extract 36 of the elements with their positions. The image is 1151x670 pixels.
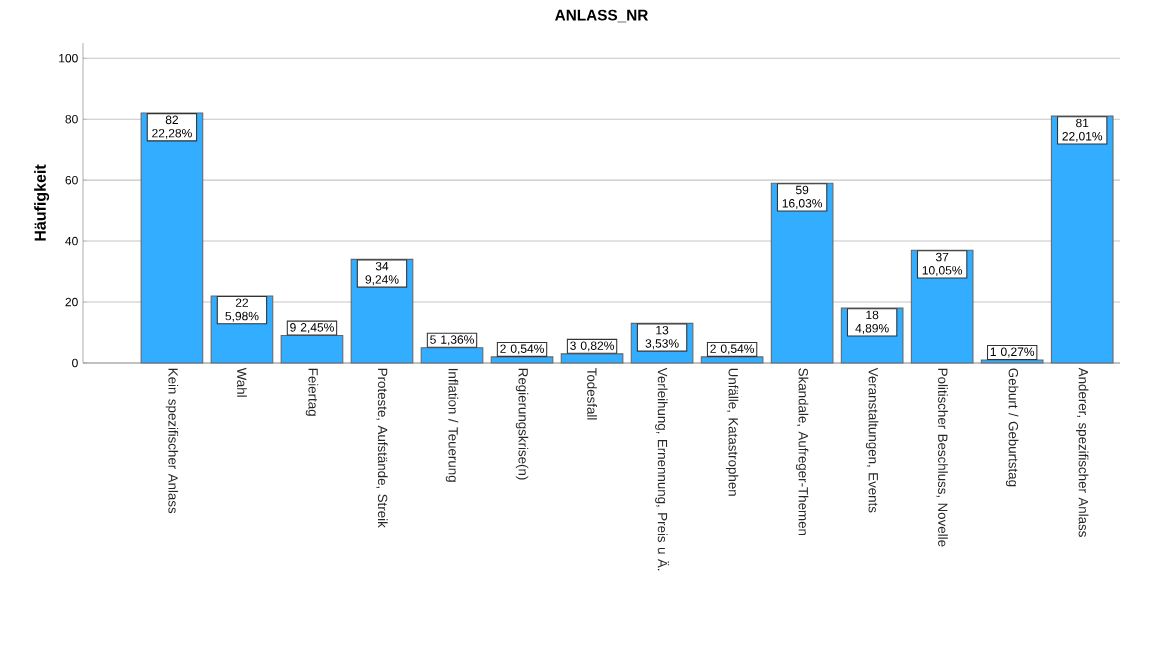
y-tick-label: 20: [65, 297, 78, 307]
x-tick-label: Skandale, Aufreger-Themen: [795, 368, 809, 536]
data-label: 9 2,45%: [290, 323, 334, 334]
x-tick-label: Anderer, spezifischer Anlass: [1076, 367, 1089, 537]
y-tick-label: 40: [65, 236, 78, 246]
data-label: 82 22,28%: [152, 115, 192, 139]
x-tick-label: Kein spezifischer Anlass: [165, 368, 179, 514]
x-tick-label: Feiertag: [305, 368, 319, 416]
data-label: 5 1,36%: [430, 335, 474, 346]
x-tick-label: Proteste, Aufstände, Streik: [376, 368, 388, 528]
chart-title: ANLASS_NR: [555, 9, 649, 23]
y-axis-title: Häufigkeit: [34, 164, 50, 241]
x-tick-label: Regierungskrise(n): [515, 368, 529, 480]
y-tick-label: 0: [72, 358, 78, 368]
data-label: 59 16,03%: [782, 185, 823, 209]
y-tick-label: 60: [65, 175, 78, 185]
data-label: 37 10,05%: [922, 252, 963, 277]
x-tick-label: Politischer Beschluss, Novelle: [936, 368, 948, 547]
x-tick-label: Veranstaltungen, Events: [865, 367, 879, 513]
data-label: 13 3,53%: [645, 325, 679, 350]
data-label: 2 0,54%: [500, 344, 544, 355]
x-tick-label: Inflation / Teuerung: [445, 368, 459, 482]
data-label: 1 0,27%: [990, 347, 1035, 358]
data-label: 22 5,98%: [225, 298, 259, 322]
data-label: 18 4,89%: [855, 310, 889, 334]
x-tick-label: Verleihung, Ernennung, Preis u Ä.: [655, 367, 670, 571]
data-label: 34 9,24%: [365, 261, 399, 286]
y-tick-label: 80: [65, 114, 78, 124]
x-tick-label: Todesfall: [587, 368, 597, 420]
data-label: 3 0,82%: [570, 341, 614, 352]
data-label: 81 22,01%: [1062, 118, 1103, 142]
x-tick-label: Geburt / Geburtstag: [1005, 368, 1019, 487]
y-tick-label: 100: [59, 53, 78, 63]
data-label: 2 0,54%: [710, 344, 755, 355]
x-tick-label: Unfälle, Katastrophen: [725, 368, 739, 496]
x-tick-label: Wahl: [237, 367, 247, 397]
